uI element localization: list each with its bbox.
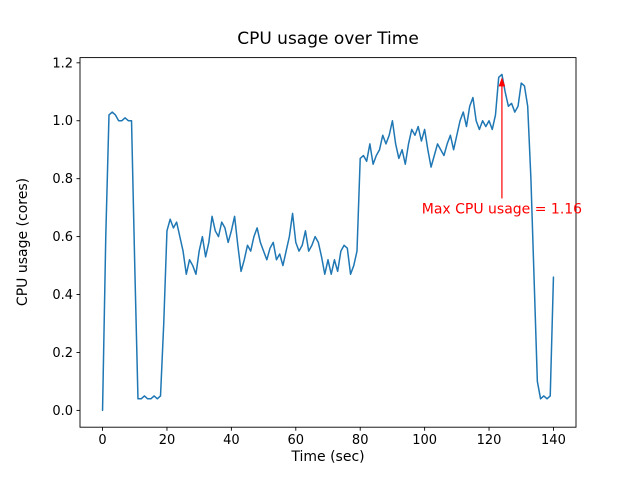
- y-tick-label: 0.4: [52, 288, 73, 303]
- y-tick-label: 0.8: [52, 172, 73, 187]
- x-tick-label: 120: [477, 433, 502, 448]
- x-tick-label: 20: [159, 433, 176, 448]
- data-series-group: [101, 73, 555, 412]
- y-axis-ticks: 0.0 0.2 0.4 0.6 0.8 1.0 1.2: [52, 56, 80, 419]
- x-axis-ticks: 0 20 40 60 80 100 120 140: [98, 427, 566, 448]
- y-tick-label: 0.0: [52, 404, 73, 419]
- x-tick-label: 60: [288, 433, 305, 448]
- y-tick-label: 1.0: [52, 114, 73, 129]
- x-axis-label: Time (sec): [290, 449, 364, 465]
- y-axis-label: CPU usage (cores): [15, 178, 31, 306]
- chart-title: CPU usage over Time: [237, 29, 419, 49]
- y-tick-label: 0.2: [52, 346, 73, 361]
- y-tick-label: 1.2: [52, 56, 73, 71]
- annotation-text: Max CPU usage = 1.16: [422, 201, 582, 217]
- plot-area-frame: [79, 57, 577, 428]
- annotation-arrow-head: [498, 77, 506, 87]
- x-tick-label: 0: [98, 433, 106, 448]
- annotation-arrow-group: [498, 77, 506, 199]
- x-tick-label: 80: [352, 433, 369, 448]
- x-tick-label: 100: [412, 433, 437, 448]
- cpu-usage-line: [101, 73, 555, 412]
- x-tick-label: 140: [541, 433, 566, 448]
- y-tick-label: 0.6: [52, 230, 73, 245]
- x-tick-label: 40: [223, 433, 240, 448]
